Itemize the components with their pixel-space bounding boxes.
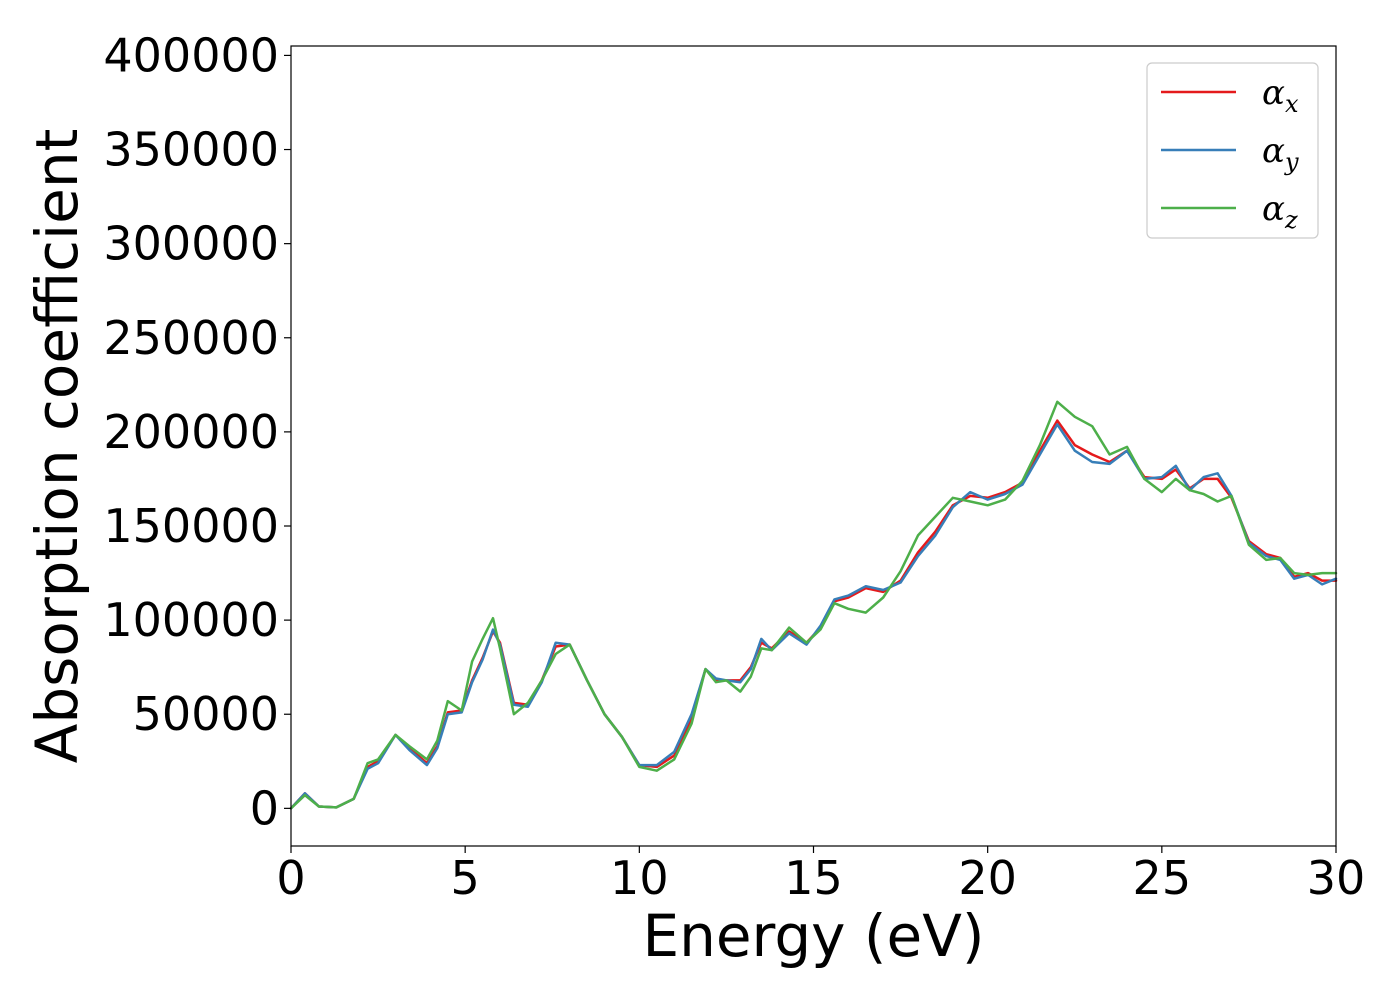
y-tick-label: 250000 [103, 311, 279, 365]
series-layer [289, 400, 1338, 810]
y-axis-ticks: 0 50000 100000 150000 200000 250000 300000 3500… [103, 28, 291, 835]
y-tick-label: 0 [250, 781, 279, 835]
x-tick-label: 10 [610, 851, 669, 905]
x-tick-label: 0 [276, 851, 305, 905]
y-axis-title: Absorption coefficient [23, 129, 91, 764]
y-tick-label: 350000 [103, 123, 279, 177]
series-line-z [289, 400, 1338, 810]
legend-label-y: αy [1262, 131, 1299, 176]
x-axis-title: Energy (eV) [642, 902, 984, 970]
y-tick-label: 400000 [103, 28, 279, 82]
y-tick-label: 150000 [103, 499, 279, 553]
y-tick-label: 300000 [103, 217, 279, 271]
x-tick-label: 15 [784, 851, 843, 905]
x-tick-label: 20 [958, 851, 1017, 905]
y-tick-label: 100000 [103, 593, 279, 647]
y-tick-label: 200000 [103, 405, 279, 459]
x-tick-label: 5 [451, 851, 480, 905]
x-axis-ticks: 0 5 10 15 20 25 30 [276, 846, 1365, 905]
x-tick-label: 30 [1307, 851, 1366, 905]
x-tick-label: 25 [1133, 851, 1192, 905]
y-tick-label: 50000 [133, 687, 279, 741]
